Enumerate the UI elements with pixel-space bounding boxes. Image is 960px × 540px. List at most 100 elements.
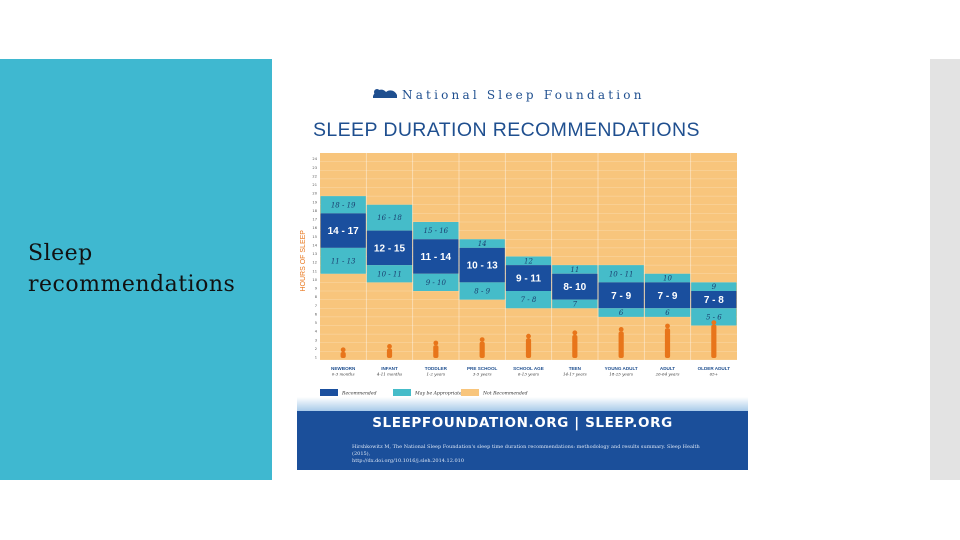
appropriate-low-label: 5 - 6 xyxy=(706,313,722,321)
age-group-figure-head xyxy=(526,333,531,339)
appropriate-low-label: 9 - 10 xyxy=(426,279,447,287)
age-group-figure-body xyxy=(525,338,532,358)
y-tick-label: 11 xyxy=(312,269,317,273)
y-tick-label: 24 xyxy=(312,157,317,161)
age-group-figure-body xyxy=(340,352,346,358)
footer-fade xyxy=(297,397,748,413)
may-be-appropriate-band-low xyxy=(366,265,413,283)
may-be-appropriate-band-low xyxy=(459,282,505,300)
y-tick-label: 6 xyxy=(315,312,318,316)
y-tick-label: 19 xyxy=(312,200,317,204)
y-tick-label: 13 xyxy=(312,252,317,256)
y-tick-label: 21 xyxy=(312,183,317,187)
category-age-label: 65+ xyxy=(710,372,718,377)
y-tick-label: 18 xyxy=(312,209,317,213)
appropriate-high-label: 15 - 16 xyxy=(424,227,449,235)
age-group-figure-head xyxy=(433,340,439,346)
category-age-label: 6-13 years xyxy=(518,372,539,377)
footer-band xyxy=(297,411,748,470)
right-edge-bar xyxy=(930,59,960,480)
category-age-label: 1-2 years xyxy=(426,372,445,377)
recommended-band xyxy=(459,247,505,283)
recommended-label: 8- 10 xyxy=(563,282,586,293)
category-label: INFANT xyxy=(381,366,398,371)
y-tick-label: 23 xyxy=(312,166,317,170)
recommended-band xyxy=(320,213,366,248)
appropriate-low-label: 7 - 8 xyxy=(521,296,537,304)
y-tick-label: 20 xyxy=(312,192,317,196)
may-be-appropriate-band-high xyxy=(320,196,366,214)
category-age-label: 18-25 years xyxy=(609,372,633,377)
chart-title: SLEEP DURATION RECOMMENDATIONS xyxy=(313,119,700,141)
age-group-figure-body xyxy=(433,345,439,358)
sleeping-figure-icon xyxy=(373,89,397,98)
recommended-label: 12 - 15 xyxy=(374,243,406,254)
age-group-figure-head xyxy=(479,337,485,342)
title-panel xyxy=(0,59,272,480)
category-age-label: 3-5 years xyxy=(473,372,492,377)
recommended-band xyxy=(366,230,413,266)
category-age-label: 26-64 years xyxy=(655,372,680,377)
appropriate-low-label: 11 - 13 xyxy=(331,257,356,265)
appropriate-low-label: 8 - 9 xyxy=(474,288,490,296)
may-be-appropriate-band-low xyxy=(644,308,691,317)
y-tick-label: 16 xyxy=(312,226,317,230)
category-label: YOUNG ADULT xyxy=(605,366,638,371)
footer-citation: Hirshkowitz M, The National Sleep Founda… xyxy=(352,444,712,465)
y-tick-label: 3 xyxy=(315,338,317,342)
y-tick-label: 2 xyxy=(315,347,317,351)
footer-url[interactable]: SLEEPFOUNDATION.ORG | SLEEP.ORG xyxy=(372,415,673,431)
age-group-figure-head xyxy=(665,323,670,329)
organization-name: National Sleep Foundation xyxy=(402,88,645,102)
category-age-label: 14-17 years xyxy=(563,372,587,377)
y-axis-label: HOURS OF SLEEP xyxy=(300,230,307,292)
age-group-figure-head xyxy=(340,347,346,353)
recommended-band xyxy=(505,265,552,291)
y-tick-label: 15 xyxy=(312,235,317,239)
may-be-appropriate-band-high xyxy=(413,222,459,240)
may-be-appropriate-band-high xyxy=(598,265,644,283)
category-label: OLDER ADULT xyxy=(698,366,731,371)
footer-citation-line: Hirshkowitz M, The National Sleep Founda… xyxy=(352,444,700,457)
recommended-label: 14 - 17 xyxy=(328,226,360,237)
category-label: NEWBORN xyxy=(331,366,356,371)
appropriate-low-label: 6 xyxy=(665,309,670,317)
may-be-appropriate-band-high xyxy=(459,239,505,248)
may-be-appropriate-band-high xyxy=(691,282,737,291)
age-group-figure-head xyxy=(618,327,624,332)
appropriate-high-label: 14 xyxy=(478,240,487,248)
may-be-appropriate-band-low xyxy=(413,273,459,291)
appropriate-high-label: 10 - 11 xyxy=(609,270,634,278)
category-label: SCHOOL AGE xyxy=(513,366,544,371)
age-group-figure-head xyxy=(572,330,578,336)
y-tick-label: 7 xyxy=(315,304,317,308)
appropriate-low-label: 6 xyxy=(619,309,624,317)
y-tick-label: 17 xyxy=(312,218,317,222)
legend-label: Not Recommended xyxy=(482,391,528,397)
footer-citation-line: http://dx.doi.org/10.1016/j.sleh.2014.12… xyxy=(352,458,465,464)
appropriate-high-label: 16 - 18 xyxy=(377,214,402,222)
age-group-figure-body xyxy=(572,335,578,358)
y-tick-label: 14 xyxy=(312,243,317,247)
may-be-appropriate-band-high xyxy=(644,273,691,283)
legend-swatch xyxy=(461,389,479,396)
category-age-label: 0-3 months xyxy=(332,372,355,377)
y-tick-label: 12 xyxy=(312,261,317,265)
recommended-band xyxy=(691,291,737,309)
slide-title: Sleep recommendations xyxy=(28,241,236,297)
y-tick-label: 8 xyxy=(315,295,318,299)
age-group-figure-body xyxy=(386,348,393,358)
appropriate-high-label: 18 - 19 xyxy=(331,201,356,209)
may-be-appropriate-band-high xyxy=(505,256,552,266)
may-be-appropriate-band-low xyxy=(552,299,598,309)
legend-swatch xyxy=(393,389,411,396)
legend-swatch xyxy=(320,389,338,396)
sleep-duration-chart: 123456789101112131415161718192021222324H… xyxy=(300,153,737,397)
recommended-band xyxy=(598,282,644,309)
y-tick-label: 10 xyxy=(312,278,317,282)
age-group-figure-head xyxy=(387,344,392,349)
y-tick-label: 5 xyxy=(315,321,317,325)
y-tick-label: 4 xyxy=(315,330,318,334)
category-label: ADULT xyxy=(660,366,675,371)
may-be-appropriate-band-low xyxy=(598,308,644,317)
